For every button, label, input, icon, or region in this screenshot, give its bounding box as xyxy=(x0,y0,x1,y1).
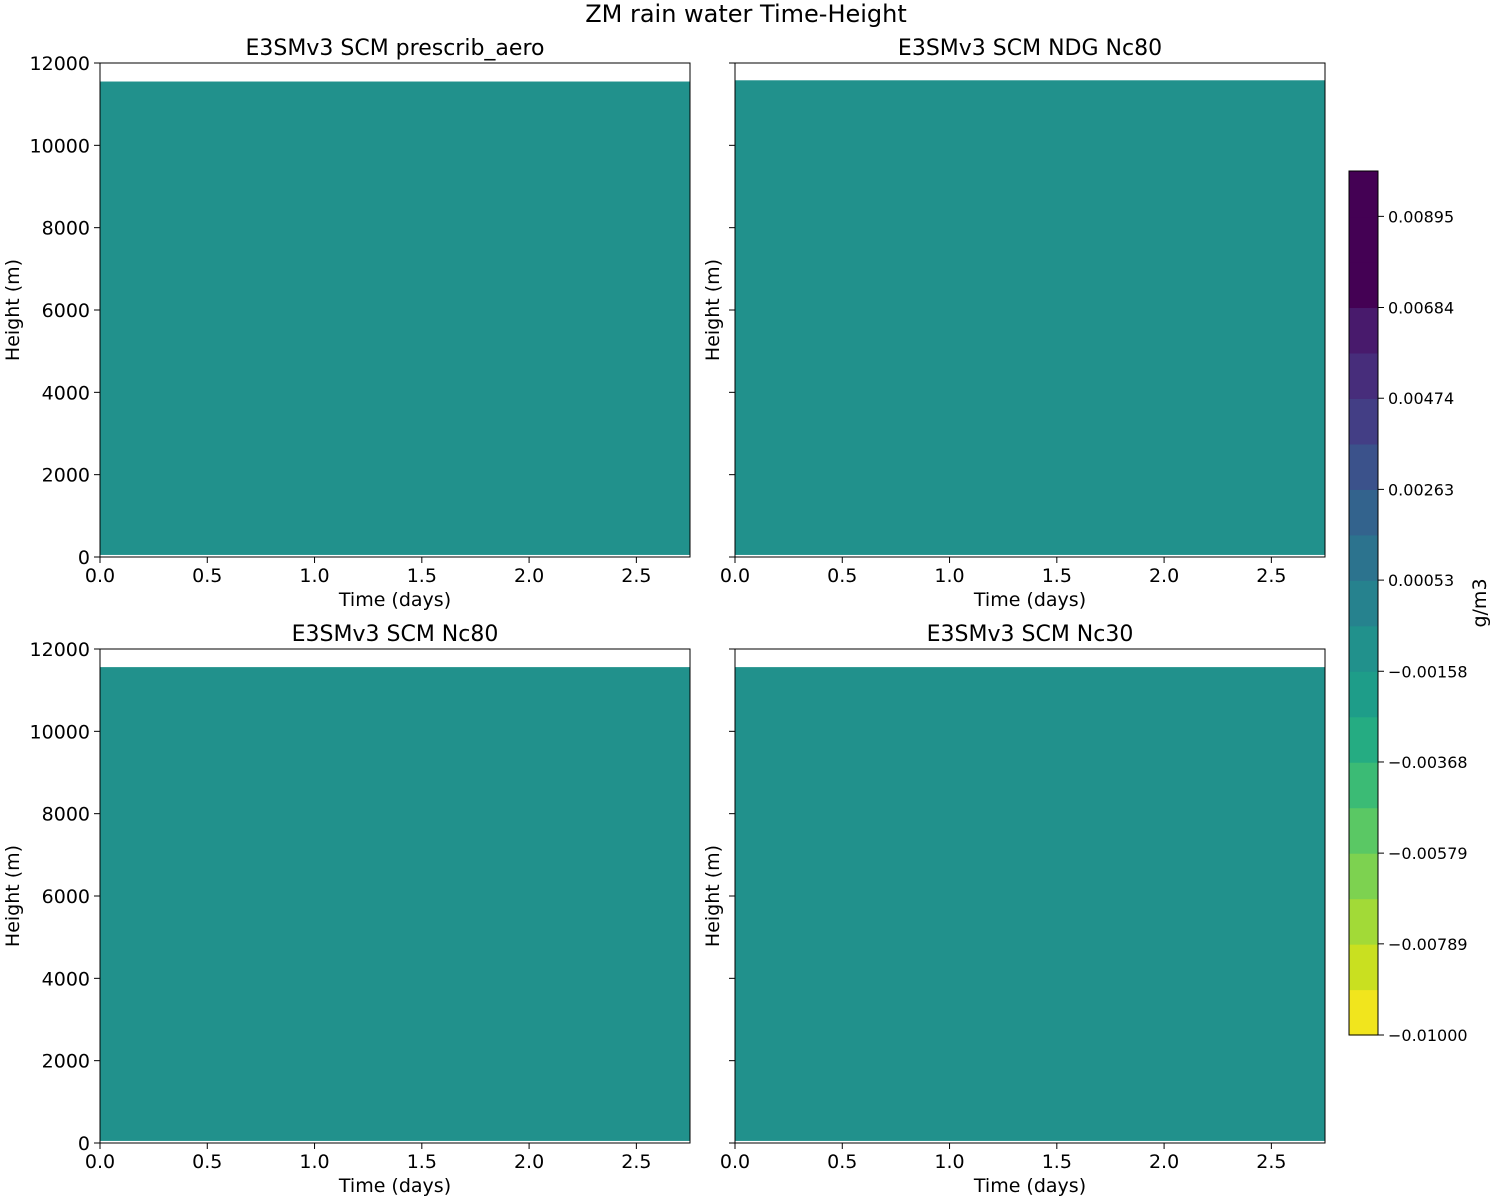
y-tick-label: 8000 xyxy=(42,804,90,826)
x-tick-label: 1.0 xyxy=(299,565,329,587)
colorbar-segment xyxy=(1349,261,1378,309)
x-tick-label: 1.5 xyxy=(1042,565,1072,587)
colorbar-segment xyxy=(1349,443,1378,490)
colorbar-segment xyxy=(1349,671,1378,718)
panel-1: E3SMv3 SCM prescrib_aero 0.0 0.5 1.0 1.5 2.0 2… xyxy=(2,36,691,611)
x-tick-label: 1.5 xyxy=(1042,1151,1072,1173)
y-tick-label: 12000 xyxy=(30,53,90,75)
y-tick-label: 12000 xyxy=(30,639,90,661)
y-tick-label: 10000 xyxy=(30,135,90,157)
colorbar-tick-label: 0.00895 xyxy=(1388,207,1454,226)
y-tick-label: 2000 xyxy=(42,465,90,487)
y-tick-label: 0 xyxy=(78,547,90,569)
y-tick-label: 0 xyxy=(78,1133,90,1155)
colorbar-segment xyxy=(1349,580,1378,627)
colorbar-label: g/m3 xyxy=(1469,578,1491,627)
y-tick-label: 6000 xyxy=(42,886,90,908)
x-tick-label: 2.5 xyxy=(621,1151,651,1173)
colorbar-segment xyxy=(1349,807,1378,854)
colorbar-segment xyxy=(1349,762,1378,809)
x-tick-label: 1.0 xyxy=(934,1151,964,1173)
x-tick-label: 1.5 xyxy=(407,1151,437,1173)
x-tick-label: 0.5 xyxy=(827,565,857,587)
y-tick-label: 6000 xyxy=(42,300,90,322)
x-axis-label: Time (days) xyxy=(973,589,1086,611)
colorbar-tick-label: 0.00474 xyxy=(1388,389,1454,408)
colorbar-frame xyxy=(1348,170,1379,1036)
panel-title: E3SMv3 SCM prescrib_aero xyxy=(246,36,545,61)
colorbar-segment xyxy=(1349,352,1378,399)
y-axis-label: Height (m) xyxy=(702,259,724,361)
x-tick-label: 2.5 xyxy=(1256,565,1286,587)
colorbar-segment xyxy=(1349,625,1378,672)
colorbar-segment xyxy=(1349,534,1378,581)
x-tick-label: 0.5 xyxy=(827,1151,857,1173)
y-tick-label: 8000 xyxy=(42,218,90,240)
x-axis-label: Time (days) xyxy=(338,1175,451,1197)
contour-field xyxy=(735,667,1325,1141)
colorbar-segment xyxy=(1349,944,1378,991)
x-tick-label: 2.5 xyxy=(621,565,651,587)
x-axis-label: Time (days) xyxy=(338,589,451,611)
x-axis-label: Time (days) xyxy=(973,1175,1086,1197)
colorbar-segment xyxy=(1349,171,1378,218)
colorbar-tick-label: 0.00053 xyxy=(1388,571,1454,590)
colorbar-segment xyxy=(1349,853,1378,900)
x-tick-label: 2.0 xyxy=(514,565,544,587)
colorbar-tick-label: −0.00368 xyxy=(1388,753,1468,772)
panel-2: E3SMv3 SCM NDG Nc80 0.0 0.5 1.0 1.5 2.0 2.5 Tim… xyxy=(702,36,1326,611)
x-tick-label: 0.0 xyxy=(85,565,115,587)
x-tick-label: 1.0 xyxy=(934,565,964,587)
panel-title: E3SMv3 SCM NDG Nc80 xyxy=(898,36,1162,61)
x-tick-label: 2.0 xyxy=(1149,1151,1179,1173)
colorbar-tick-label: −0.01000 xyxy=(1388,1026,1468,1045)
x-tick-label: 2.0 xyxy=(1149,565,1179,587)
colorbar: −0.01000 −0.00789 −0.00579 −0.00368 −0.00158… xyxy=(1348,170,1491,1045)
colorbar-segment xyxy=(1349,307,1378,354)
panels-group: E3SMv3 SCM prescrib_aero 0.0 0.5 1.0 1.5 2.0 2… xyxy=(2,36,1326,1197)
panel-title: E3SMv3 SCM Nc30 xyxy=(927,622,1134,647)
x-tick-label: 2.0 xyxy=(514,1151,544,1173)
colorbar-tick-label: 0.00684 xyxy=(1388,299,1454,318)
figure-suptitle: ZM rain water Time-Height xyxy=(585,0,907,28)
contour-field xyxy=(735,80,1325,555)
colorbar-tick-label: −0.00579 xyxy=(1388,844,1468,863)
x-tick-label: 0.0 xyxy=(720,565,750,587)
x-tick-label: 0.0 xyxy=(85,1151,115,1173)
x-tick-label: 2.5 xyxy=(1256,1151,1286,1173)
y-axis-label: Height (m) xyxy=(2,259,24,361)
y-tick-label: 4000 xyxy=(42,382,90,404)
colorbar-segment xyxy=(1349,489,1378,536)
panel-4: E3SMv3 SCM Nc30 0.0 0.5 1.0 1.5 2.0 2.5 Time (d… xyxy=(702,622,1326,1197)
colorbar-tick-label: 0.00263 xyxy=(1388,480,1454,499)
colorbar-segment xyxy=(1349,716,1378,763)
y-tick-label: 4000 xyxy=(42,968,90,990)
contour-field xyxy=(100,667,690,1141)
x-tick-label: 0.5 xyxy=(192,1151,222,1173)
colorbar-segment xyxy=(1349,216,1378,263)
y-tick-label: 2000 xyxy=(42,1051,90,1073)
x-tick-label: 0.5 xyxy=(192,565,222,587)
contour-field xyxy=(100,81,690,555)
y-tick-label: 10000 xyxy=(30,721,90,743)
colorbar-segment xyxy=(1349,989,1378,1036)
x-tick-label: 1.0 xyxy=(299,1151,329,1173)
y-axis-label: Height (m) xyxy=(702,845,724,947)
colorbar-tick-label: −0.00158 xyxy=(1388,662,1468,681)
x-tick-label: 1.5 xyxy=(407,565,437,587)
y-axis-label: Height (m) xyxy=(2,845,24,947)
panel-title: E3SMv3 SCM Nc80 xyxy=(292,622,499,647)
colorbar-segment xyxy=(1349,898,1378,945)
panel-3: E3SMv3 SCM Nc80 0.0 0.5 1.0 1.5 2.0 2.5 0 2000 40… xyxy=(2,622,691,1197)
x-tick-label: 0.0 xyxy=(720,1151,750,1173)
colorbar-segment xyxy=(1349,398,1378,445)
colorbar-tick-label: −0.00789 xyxy=(1388,935,1468,954)
